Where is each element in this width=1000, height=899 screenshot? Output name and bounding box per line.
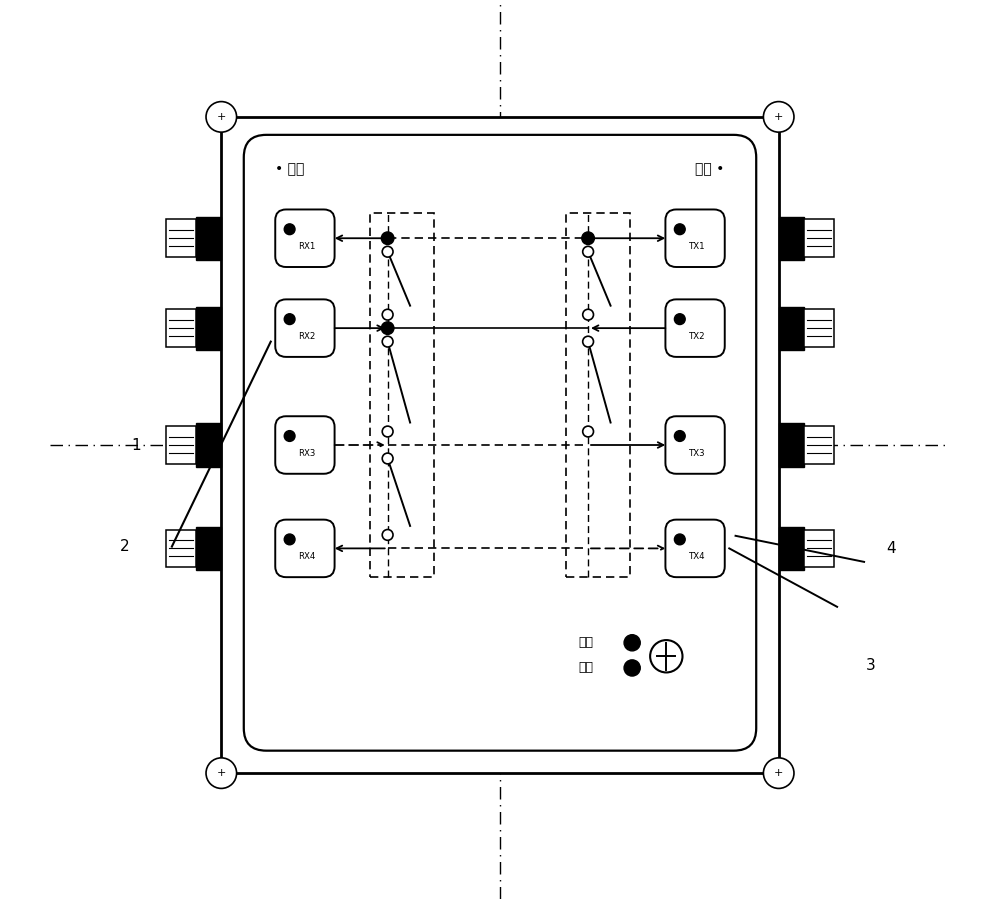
Circle shape bbox=[674, 431, 685, 441]
Circle shape bbox=[382, 336, 393, 347]
Bar bbox=[166, 426, 196, 464]
Bar bbox=[196, 527, 221, 570]
FancyBboxPatch shape bbox=[244, 135, 756, 751]
Circle shape bbox=[284, 224, 295, 235]
Circle shape bbox=[382, 246, 393, 257]
Text: +: + bbox=[217, 768, 226, 779]
Text: RX4: RX4 bbox=[298, 552, 315, 561]
Circle shape bbox=[382, 426, 393, 437]
Text: TX3: TX3 bbox=[689, 449, 705, 458]
Circle shape bbox=[583, 246, 593, 257]
Text: RX3: RX3 bbox=[298, 449, 315, 458]
FancyBboxPatch shape bbox=[665, 416, 725, 474]
Circle shape bbox=[650, 640, 682, 672]
Circle shape bbox=[583, 336, 593, 347]
Bar bbox=[804, 426, 834, 464]
Bar bbox=[779, 307, 804, 350]
Text: 闭锁 •: 闭锁 • bbox=[695, 162, 725, 176]
Circle shape bbox=[206, 758, 237, 788]
Circle shape bbox=[674, 534, 685, 545]
Circle shape bbox=[381, 322, 394, 334]
Text: +: + bbox=[774, 111, 783, 122]
Circle shape bbox=[583, 426, 593, 437]
Bar bbox=[196, 217, 221, 260]
Text: 1: 1 bbox=[131, 438, 141, 452]
Bar bbox=[804, 309, 834, 347]
FancyBboxPatch shape bbox=[275, 209, 335, 267]
Text: 2: 2 bbox=[120, 539, 130, 554]
FancyBboxPatch shape bbox=[665, 299, 725, 357]
Text: RX2: RX2 bbox=[298, 332, 315, 341]
Bar bbox=[566, 213, 630, 577]
Circle shape bbox=[624, 635, 640, 651]
Circle shape bbox=[382, 309, 393, 320]
Text: 3: 3 bbox=[866, 658, 875, 672]
FancyBboxPatch shape bbox=[665, 209, 725, 267]
Bar bbox=[779, 217, 804, 260]
Circle shape bbox=[284, 431, 295, 441]
Bar bbox=[779, 527, 804, 570]
Circle shape bbox=[382, 530, 393, 540]
Bar bbox=[196, 307, 221, 350]
Circle shape bbox=[284, 534, 295, 545]
Circle shape bbox=[582, 232, 594, 245]
Bar bbox=[370, 213, 434, 577]
Bar bbox=[779, 423, 804, 467]
Circle shape bbox=[624, 660, 640, 676]
Bar bbox=[196, 423, 221, 467]
Bar bbox=[166, 219, 196, 257]
Text: 运行: 运行 bbox=[578, 636, 593, 649]
Text: +: + bbox=[217, 111, 226, 122]
FancyBboxPatch shape bbox=[665, 520, 725, 577]
Bar bbox=[166, 309, 196, 347]
FancyBboxPatch shape bbox=[275, 520, 335, 577]
Bar bbox=[804, 530, 834, 567]
Circle shape bbox=[763, 758, 794, 788]
Text: +: + bbox=[774, 768, 783, 779]
Circle shape bbox=[674, 314, 685, 325]
Circle shape bbox=[583, 309, 593, 320]
Text: TX4: TX4 bbox=[689, 552, 705, 561]
Bar bbox=[166, 530, 196, 567]
Circle shape bbox=[674, 224, 685, 235]
FancyBboxPatch shape bbox=[275, 299, 335, 357]
Circle shape bbox=[284, 314, 295, 325]
Circle shape bbox=[382, 453, 393, 464]
Circle shape bbox=[381, 232, 394, 245]
Text: RX1: RX1 bbox=[298, 242, 315, 251]
Circle shape bbox=[206, 102, 237, 132]
Circle shape bbox=[763, 102, 794, 132]
FancyBboxPatch shape bbox=[275, 416, 335, 474]
Bar bbox=[221, 117, 779, 773]
Text: 4: 4 bbox=[886, 541, 896, 556]
Text: 测试: 测试 bbox=[578, 662, 593, 674]
Bar bbox=[804, 219, 834, 257]
Text: • 电源: • 电源 bbox=[275, 162, 305, 176]
Text: TX2: TX2 bbox=[689, 332, 705, 341]
Text: TX1: TX1 bbox=[689, 242, 705, 251]
